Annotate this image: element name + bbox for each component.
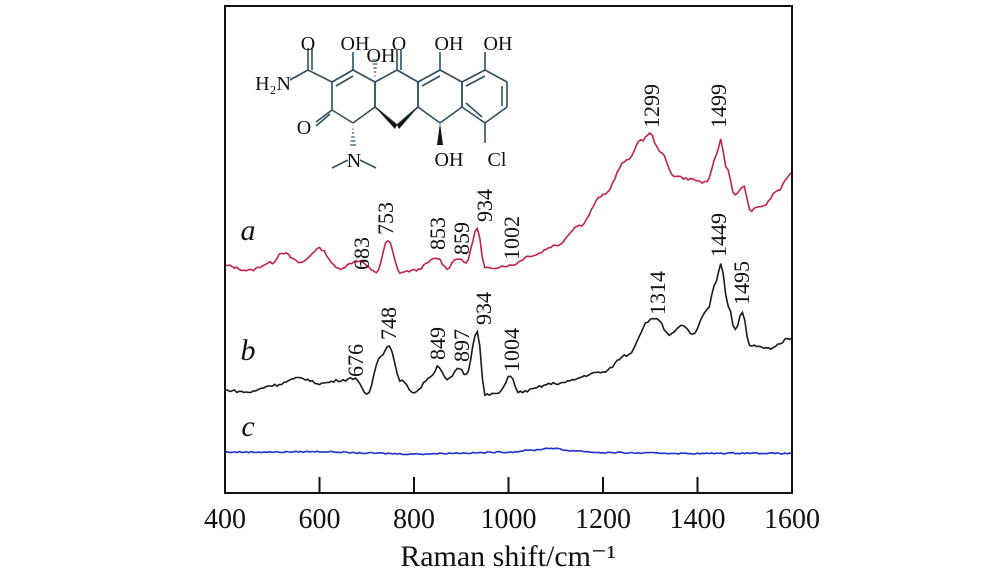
- bond: [331, 69, 354, 83]
- bond: [315, 113, 331, 127]
- x-tick-label: 800: [393, 504, 435, 535]
- peak-label: 1499: [706, 84, 731, 128]
- peak-label: 934: [471, 292, 496, 325]
- atom-label: O: [392, 33, 406, 55]
- atom-label: OH: [435, 149, 464, 171]
- peak-label: 1002: [499, 216, 524, 260]
- bond: [315, 109, 333, 123]
- bond: [417, 106, 441, 124]
- series-line-a: [224, 131, 793, 275]
- series-layer: a b c: [224, 131, 793, 456]
- atom-label: O: [301, 33, 315, 55]
- bond: [439, 106, 463, 124]
- series-line-b: [224, 263, 793, 397]
- bond: [465, 75, 486, 87]
- x-tick-label: 600: [299, 504, 341, 535]
- peak-label: 853: [425, 217, 450, 250]
- peak-label: 753: [373, 202, 398, 235]
- peak-label: 1314: [645, 271, 670, 315]
- bond: [461, 69, 486, 83]
- bond: [335, 75, 354, 87]
- peak-label: 748: [376, 307, 401, 340]
- series-label-c: c: [241, 410, 254, 443]
- peak-label: 859: [449, 222, 474, 255]
- peak-label: 683: [349, 237, 374, 270]
- bond: [461, 106, 486, 124]
- wedge-bond: [375, 107, 397, 129]
- peak-label: 934: [472, 189, 497, 222]
- atom-label: N: [347, 150, 361, 172]
- series-line-c: [224, 447, 793, 456]
- bond: [374, 69, 398, 83]
- peak-label: 676: [343, 344, 368, 377]
- wedge-bond: [437, 123, 443, 145]
- series-label-b: b: [241, 334, 256, 367]
- bond: [439, 69, 463, 83]
- atom-label: H₂N: [255, 73, 291, 95]
- peak-label: 1299: [639, 84, 664, 128]
- peak-label: 849: [425, 327, 450, 360]
- wedge-bond: [397, 107, 418, 129]
- atom-label: O: [297, 117, 311, 139]
- x-tick-label: 1600: [764, 504, 820, 535]
- atom-label: OH: [484, 33, 513, 55]
- bond: [331, 109, 354, 124]
- bond: [396, 69, 419, 83]
- bond: [307, 69, 333, 83]
- peak-label: 1449: [706, 213, 731, 257]
- bond: [289, 69, 309, 81]
- atom-label: OH: [367, 45, 396, 67]
- x-axis: 400 600 800 1000 1200 1400 1600: [204, 477, 820, 535]
- peak-label: 897: [449, 329, 474, 362]
- bond: [421, 75, 441, 87]
- bond: [352, 106, 376, 124]
- bond: [417, 69, 441, 83]
- bond: [465, 102, 483, 118]
- x-tick-label: 1200: [575, 504, 631, 535]
- atom-label: OH: [341, 33, 370, 55]
- atom-label: Cl: [488, 149, 507, 171]
- bond: [331, 159, 349, 169]
- x-tick-label: 1400: [670, 504, 726, 535]
- bond: [359, 159, 377, 169]
- series-label-a: a: [241, 214, 256, 247]
- bond: [352, 69, 376, 83]
- x-tick-label: 400: [204, 504, 246, 535]
- bond: [484, 69, 508, 83]
- peak-label: 1495: [729, 261, 754, 305]
- peak-label: 1004: [499, 328, 524, 372]
- x-axis-label: Raman shift/cm⁻¹: [400, 540, 616, 573]
- bond: [484, 106, 508, 124]
- x-tick-label: 1000: [481, 504, 537, 535]
- atom-label: OH: [435, 33, 464, 55]
